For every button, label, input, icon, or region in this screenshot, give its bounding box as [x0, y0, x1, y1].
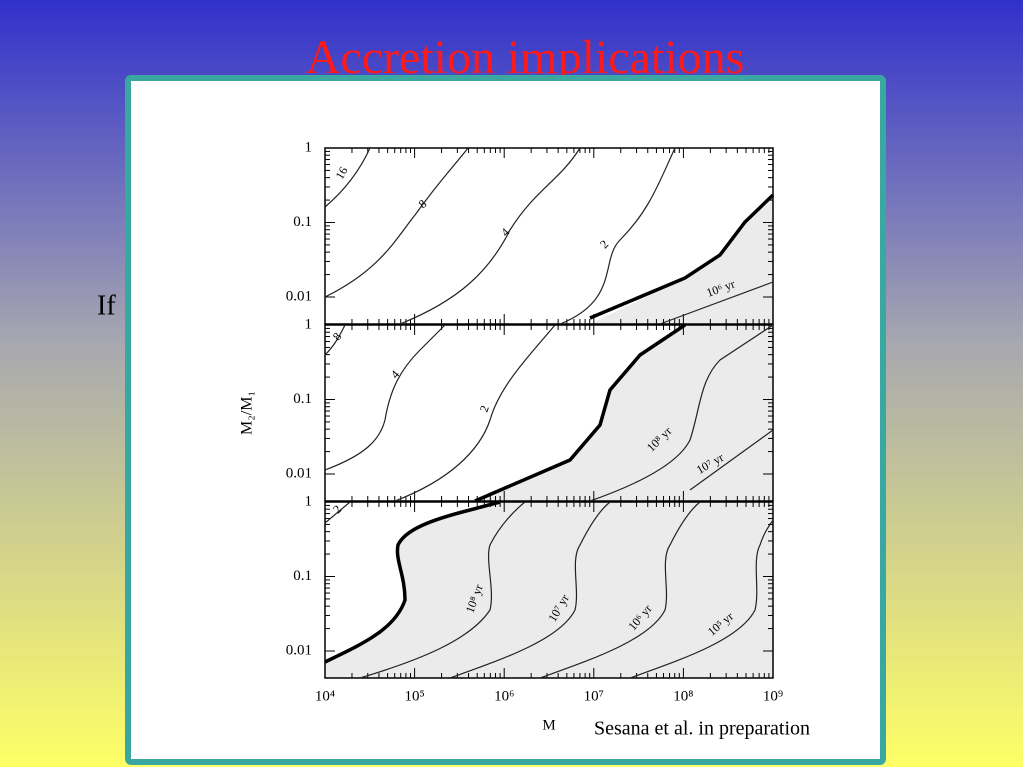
thick-contour	[589, 193, 775, 320]
y-tick-label: 0.1	[293, 568, 312, 584]
y-tick-label: 0.01	[286, 288, 312, 304]
y-tick-label: 0.1	[293, 214, 312, 230]
thick-contour	[474, 323, 686, 503]
figure: 16 8 4 2 10⁶ yr 8 4 2 10⁸ yr 10⁷ yr 2 10…	[239, 139, 810, 739]
shaded-region	[325, 502, 773, 678]
y-tick-label: 1	[305, 493, 313, 509]
y-tick-label: 0.01	[286, 465, 312, 481]
contour-label: 2	[477, 403, 492, 413]
contour	[324, 147, 469, 298]
contour	[589, 324, 774, 502]
x-tick-label: 10⁵	[404, 688, 424, 704]
contour	[394, 324, 556, 502]
body-text: If	[97, 290, 116, 321]
panel-frame	[324, 501, 774, 679]
contour	[689, 429, 774, 491]
contour	[399, 147, 581, 325]
x-tick-label: 10⁷	[584, 688, 604, 704]
caption: Sesana et al. in preparation	[594, 718, 810, 740]
panel-frame	[324, 324, 774, 502]
x-axis-label: M	[542, 717, 555, 733]
panel-frame	[324, 147, 774, 325]
y-tick-label: 0.01	[286, 642, 312, 658]
shaded-region	[475, 325, 773, 501]
contour	[324, 501, 351, 524]
contour	[539, 501, 701, 679]
contour	[324, 324, 446, 471]
contour	[659, 281, 774, 325]
x-tick-label: 10⁴	[315, 688, 335, 704]
y-tick-label: 1	[305, 139, 313, 155]
contour	[559, 147, 676, 325]
x-tick-label: 10⁶	[494, 688, 514, 704]
contour	[629, 519, 774, 679]
contour	[324, 324, 346, 356]
y-tick-label: 1	[305, 316, 313, 332]
thick-contour	[324, 500, 501, 664]
shaded-region	[590, 195, 773, 324]
contour	[359, 501, 526, 679]
x-tick-label: 10⁸	[673, 688, 693, 704]
y-tick-label: 0.1	[293, 391, 312, 407]
contour	[449, 501, 611, 679]
contour	[324, 147, 371, 208]
x-tick-label: 10⁹	[763, 688, 783, 704]
y-axis-label: M₂/M₁	[239, 391, 256, 435]
